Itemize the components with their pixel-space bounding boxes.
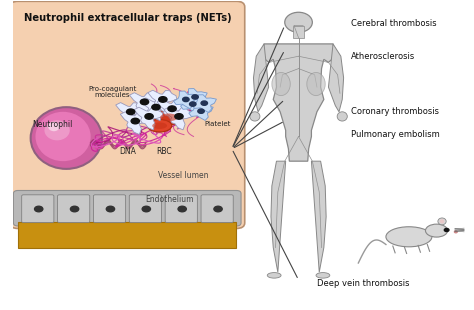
Ellipse shape	[155, 110, 183, 125]
Text: Atherosclerosis: Atherosclerosis	[351, 52, 416, 61]
Circle shape	[214, 206, 222, 212]
Circle shape	[455, 231, 457, 233]
Text: Coronary thrombosis: Coronary thrombosis	[351, 107, 439, 116]
Circle shape	[444, 228, 449, 232]
Text: Pulmonary embolism: Pulmonary embolism	[351, 131, 440, 140]
FancyBboxPatch shape	[10, 1, 245, 228]
Circle shape	[71, 206, 79, 212]
Circle shape	[127, 109, 135, 115]
Text: Endothelium: Endothelium	[146, 195, 194, 204]
FancyBboxPatch shape	[165, 195, 197, 223]
Ellipse shape	[438, 218, 446, 225]
FancyBboxPatch shape	[93, 195, 126, 223]
Polygon shape	[189, 103, 213, 120]
Polygon shape	[192, 95, 217, 113]
Circle shape	[142, 206, 150, 212]
Polygon shape	[141, 98, 170, 121]
Ellipse shape	[250, 112, 260, 121]
Circle shape	[35, 206, 43, 212]
Polygon shape	[120, 112, 149, 135]
Text: Deep vein thrombosis: Deep vein thrombosis	[317, 279, 410, 288]
Polygon shape	[173, 91, 198, 109]
Ellipse shape	[31, 107, 102, 169]
Circle shape	[175, 114, 183, 119]
Text: Cerebral thrombosis: Cerebral thrombosis	[351, 19, 437, 28]
Text: Neutrophil: Neutrophil	[32, 120, 72, 129]
Bar	[293, 26, 304, 38]
Polygon shape	[311, 161, 326, 272]
Ellipse shape	[147, 119, 172, 132]
Ellipse shape	[426, 224, 447, 237]
Circle shape	[198, 109, 204, 113]
Polygon shape	[134, 107, 163, 130]
Circle shape	[182, 97, 189, 102]
Circle shape	[106, 206, 115, 212]
Polygon shape	[271, 161, 286, 272]
Ellipse shape	[36, 112, 91, 161]
Circle shape	[159, 97, 167, 102]
Ellipse shape	[152, 122, 167, 129]
FancyBboxPatch shape	[22, 195, 54, 223]
Polygon shape	[254, 44, 269, 112]
Text: Neutrophil extracellular traps (NETs): Neutrophil extracellular traps (NETs)	[24, 13, 231, 23]
Polygon shape	[262, 44, 335, 161]
Ellipse shape	[267, 272, 281, 278]
Circle shape	[168, 106, 176, 112]
Polygon shape	[157, 100, 186, 122]
Circle shape	[201, 101, 208, 105]
Ellipse shape	[272, 73, 290, 95]
Polygon shape	[164, 107, 193, 130]
Polygon shape	[148, 90, 177, 113]
Text: RBC: RBC	[156, 148, 172, 157]
Circle shape	[190, 102, 196, 106]
Ellipse shape	[160, 113, 178, 121]
Circle shape	[131, 118, 139, 124]
Polygon shape	[181, 96, 205, 113]
Text: Platelet: Platelet	[204, 121, 231, 127]
FancyBboxPatch shape	[129, 195, 162, 223]
Circle shape	[192, 95, 198, 99]
Ellipse shape	[440, 219, 444, 224]
Bar	[18, 222, 237, 248]
Ellipse shape	[307, 73, 325, 95]
Circle shape	[145, 114, 153, 119]
Ellipse shape	[285, 12, 312, 32]
FancyBboxPatch shape	[13, 190, 241, 226]
FancyBboxPatch shape	[201, 195, 233, 223]
Ellipse shape	[386, 227, 432, 247]
Ellipse shape	[337, 112, 347, 121]
Text: DNA: DNA	[119, 148, 136, 157]
Ellipse shape	[48, 122, 60, 131]
FancyBboxPatch shape	[57, 195, 90, 223]
Circle shape	[140, 99, 149, 105]
Text: molecules: molecules	[94, 92, 130, 98]
Ellipse shape	[316, 272, 330, 278]
Text: Vessel lumen: Vessel lumen	[158, 170, 209, 179]
Polygon shape	[116, 103, 145, 125]
Circle shape	[152, 104, 160, 110]
Polygon shape	[129, 93, 158, 115]
Polygon shape	[183, 89, 207, 106]
Polygon shape	[328, 44, 344, 112]
Text: Pro-coagulant: Pro-coagulant	[88, 86, 137, 92]
Ellipse shape	[45, 120, 70, 140]
Circle shape	[178, 206, 186, 212]
